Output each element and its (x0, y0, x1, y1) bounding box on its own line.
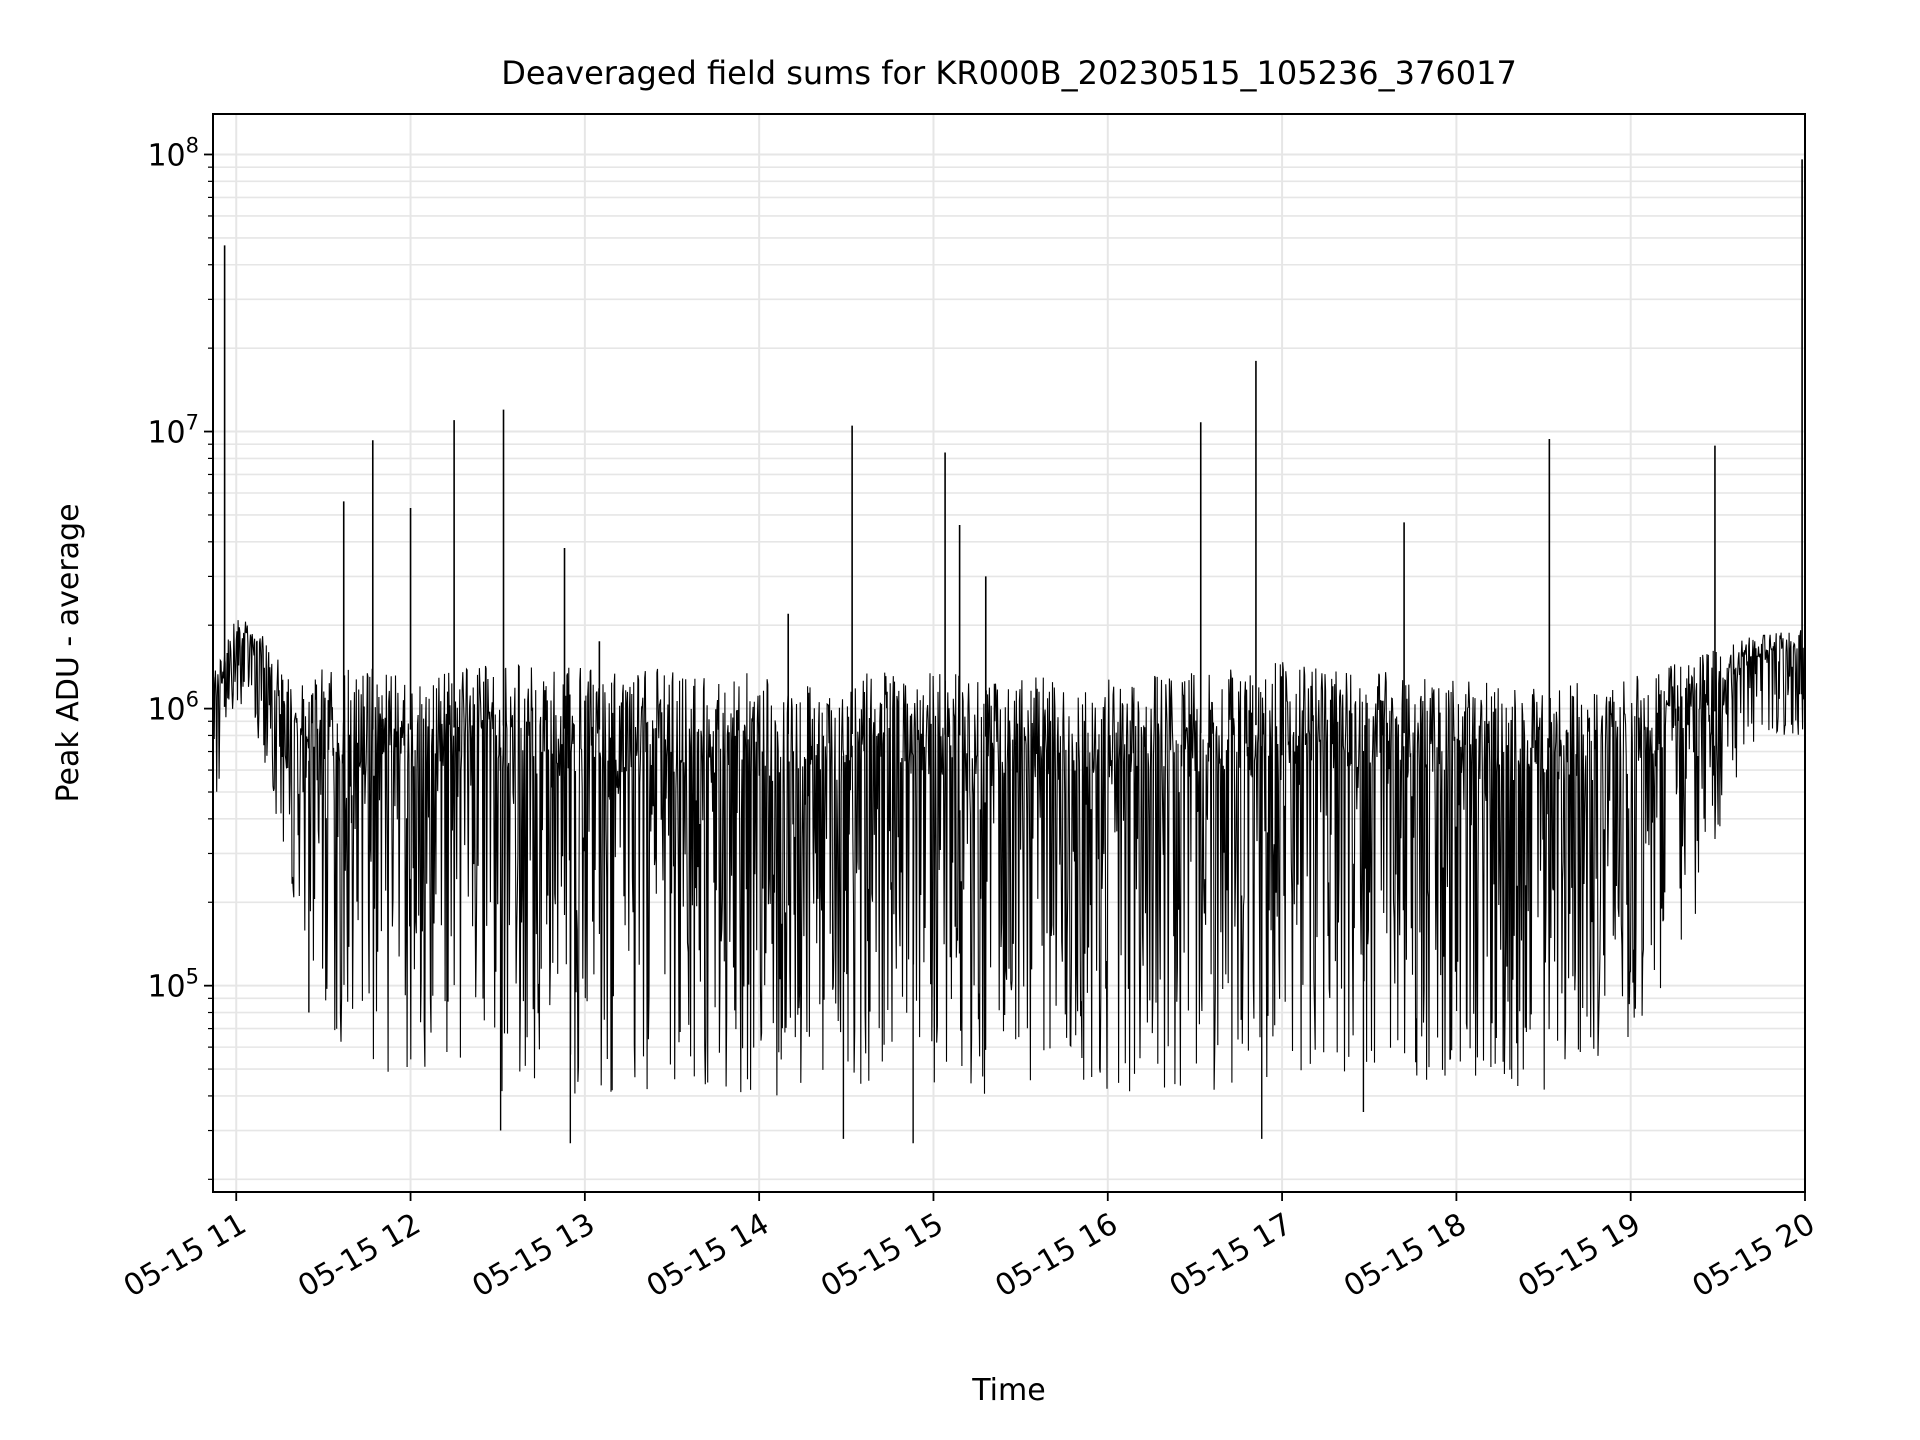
plot-frame (212, 113, 1806, 1193)
y-tick-label: 106 (147, 688, 199, 728)
y-tick-label: 107 (147, 411, 199, 451)
data-series (212, 159, 1806, 1144)
x-axis-label: Time (971, 1373, 1045, 1408)
y-axis-ticks: 105 106 107 108 (147, 133, 213, 1180)
y-tick-label: 108 (147, 133, 199, 173)
y-axis-label: Peak ADU - average (51, 503, 86, 802)
series-line (212, 620, 1806, 1096)
chart-title: Deaveraged field sums for KR000B_2023051… (501, 54, 1517, 92)
y-tick-label: 105 (147, 965, 199, 1005)
